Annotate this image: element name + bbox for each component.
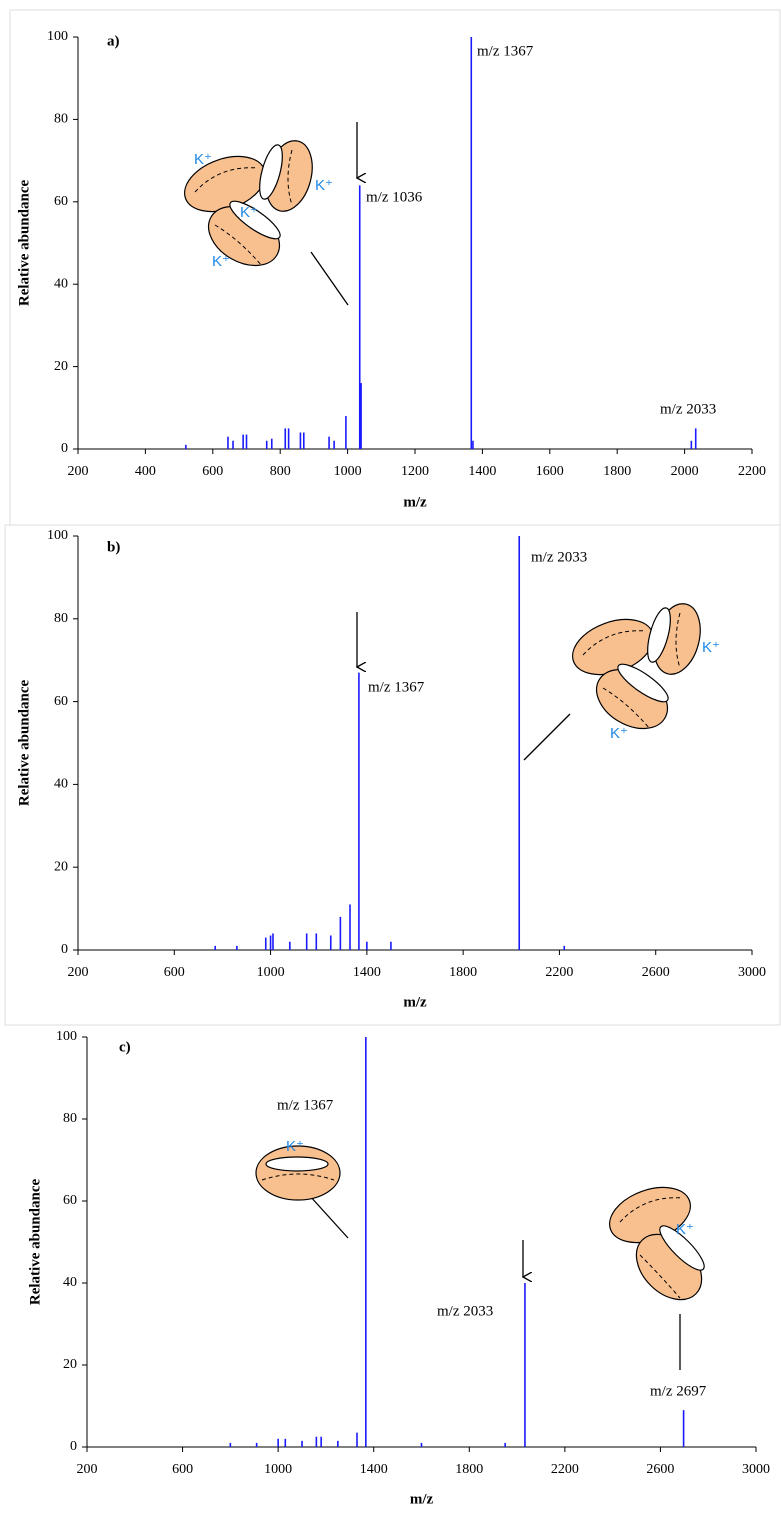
- panel-frame: [4, 524, 781, 1026]
- dimer-diagram: [609, 1186, 705, 1301]
- y-tick-label: 40: [54, 276, 68, 291]
- x-tick-label: 2200: [738, 464, 766, 479]
- x-tick-label: 1800: [455, 1462, 483, 1477]
- x-tick-label: 1000: [264, 1462, 292, 1477]
- ion-label: K⁺: [194, 151, 212, 168]
- y-tick-label: 20: [54, 859, 68, 874]
- y-axis-title: Relative abundance: [16, 180, 32, 307]
- x-tick-label: 2200: [545, 965, 573, 980]
- x-tick-label: 1600: [536, 464, 564, 479]
- x-tick-label: 600: [164, 965, 185, 980]
- x-tick-label: 1200: [401, 464, 429, 479]
- ion-label: K⁺: [610, 725, 628, 742]
- ion-label: K⁺: [240, 204, 258, 221]
- annotation: m/z 2033: [531, 549, 587, 565]
- y-axis-title: Relative abundance: [27, 1179, 43, 1306]
- x-tick-label: 2600: [646, 1462, 674, 1477]
- annotation: m/z 1367: [477, 43, 534, 59]
- x-tick-label: 200: [68, 965, 89, 980]
- x-tick-label: 3000: [738, 965, 766, 980]
- y-tick-label: 100: [56, 1029, 77, 1044]
- pointer: [523, 713, 571, 761]
- y-axis-title: Relative abundance: [16, 680, 32, 807]
- panel-label: a): [107, 33, 120, 49]
- panel-label: b): [107, 539, 120, 555]
- ion-label: K⁺: [212, 253, 230, 270]
- annotation: m/z 2033: [437, 1303, 493, 1319]
- y-tick-label: 40: [63, 1275, 77, 1290]
- y-tick-label: 100: [47, 29, 68, 44]
- x-tick-label: 2200: [551, 1462, 579, 1477]
- ion-label: K⁺: [315, 177, 333, 194]
- ion-label: K⁺: [676, 1221, 694, 1238]
- y-tick-label: 60: [54, 694, 68, 709]
- y-tick-label: 80: [54, 112, 68, 127]
- x-tick-label: 1400: [360, 1462, 388, 1477]
- x-axis-title: m/z: [403, 994, 427, 1010]
- x-tick-label: 1400: [353, 965, 381, 980]
- x-tick-label: 1000: [257, 965, 285, 980]
- x-tick-label: 800: [270, 464, 291, 479]
- x-axis-title: m/z: [403, 494, 427, 510]
- x-tick-label: 200: [77, 1462, 98, 1477]
- y-tick-label: 60: [54, 194, 68, 209]
- y-tick-label: 20: [63, 1357, 77, 1372]
- panel-frame: [9, 9, 781, 526]
- annotation: m/z 2033: [660, 401, 716, 417]
- y-tick-label: 80: [63, 1111, 77, 1126]
- complex-diagram: [564, 597, 709, 742]
- x-tick-label: 200: [68, 464, 89, 479]
- y-tick-label: 100: [47, 528, 68, 543]
- x-tick-label: 2600: [642, 965, 670, 980]
- annotation: m/z 2697: [650, 1383, 707, 1399]
- x-tick-label: 400: [135, 464, 156, 479]
- y-tick-label: 60: [63, 1193, 77, 1208]
- y-tick-label: 80: [54, 611, 68, 626]
- x-tick-label: 1400: [468, 464, 496, 479]
- x-tick-label: 3000: [742, 1462, 770, 1477]
- ion-label: K⁺: [702, 639, 720, 656]
- panel-label: c): [119, 1039, 131, 1055]
- x-tick-label: 1800: [603, 464, 631, 479]
- ion-label: K⁺: [286, 1138, 304, 1155]
- y-tick-label: 0: [61, 441, 68, 456]
- ring-diagram: [255, 1145, 341, 1201]
- x-axis-title: m/z: [410, 1491, 434, 1507]
- x-tick-label: 600: [172, 1462, 193, 1477]
- y-tick-label: 0: [61, 942, 68, 957]
- pointer: [310, 251, 349, 306]
- x-tick-label: 1800: [449, 965, 477, 980]
- annotation: m/z 1036: [366, 189, 423, 205]
- y-tick-label: 40: [54, 777, 68, 792]
- x-tick-label: 2000: [671, 464, 699, 479]
- x-tick-label: 600: [202, 464, 223, 479]
- x-tick-label: 1000: [334, 464, 362, 479]
- annotation: m/z 1367: [368, 679, 425, 695]
- y-tick-label: 20: [54, 359, 68, 374]
- annotation: m/z 1367: [277, 1097, 334, 1113]
- y-tick-label: 0: [70, 1439, 77, 1454]
